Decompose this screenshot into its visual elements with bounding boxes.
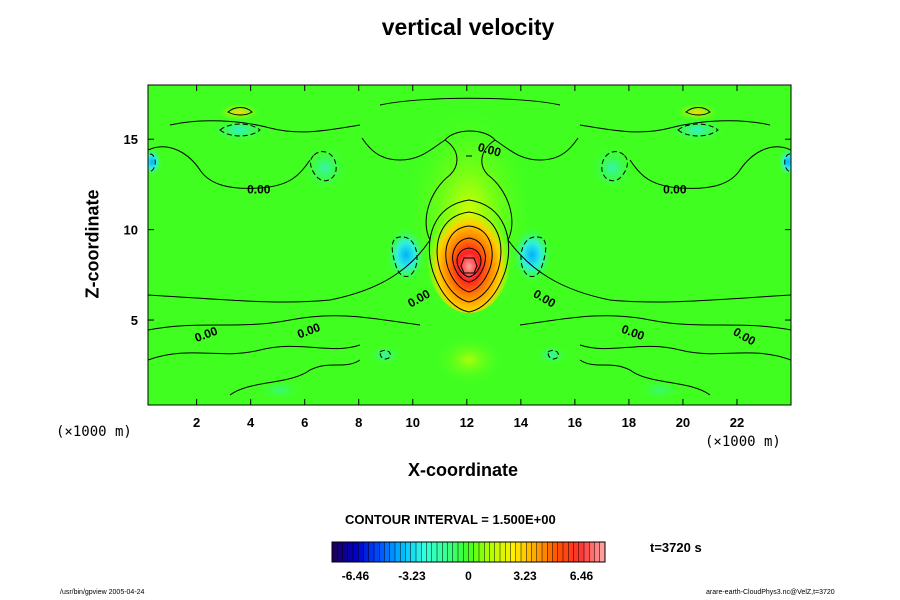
downdraft-left [386,227,426,283]
colorbar-cell [552,542,559,562]
colorbar-cell [494,542,501,562]
colorbar-cell [426,542,433,562]
colorbar-cell [557,542,564,562]
x-tick-label: 16 [568,415,582,430]
colorbar-cell [400,542,406,562]
colorbar-cell [500,542,506,562]
colorbar-cell [536,542,543,562]
colorbar-tick-label: -6.46 [342,569,370,583]
colorbar-cell [395,542,401,562]
colorbar-cell [547,542,553,562]
colorbar: -6.46 -3.23 0 3.23 6.46 [331,541,606,583]
x-axis-title: X-coordinate [408,460,519,480]
y-tick-label: 10 [124,223,138,238]
contour-label: 0.00 [663,182,687,196]
y-axis-title: Z-coordinate [82,189,103,299]
colorbar-tick-label: -3.23 [398,569,426,583]
chart-title: vertical velocity [381,14,555,40]
footer-source: arare-earth-CloudPhys3.nc@VelZ,t=3720 [706,589,835,596]
colorbar-cell [484,542,490,562]
colorbar-cell [452,542,459,562]
colorbar-cell [363,542,370,562]
x-tick-label: 2 [193,415,200,430]
colorbar-cell [389,542,396,562]
downdraft-right [512,227,552,283]
contour-interval-label: CONTOUR INTERVAL = 1.500E+00 [345,512,556,527]
colorbar-cell [489,542,496,562]
x-tick-label: 14 [514,415,529,430]
y-tick-label: 5 [131,313,138,328]
x-tick-label: 6 [301,415,308,430]
x-tick-label: 18 [622,415,636,430]
colorbar-cell [358,542,364,562]
updraft-core [427,197,511,313]
colorbar-cell [584,542,590,562]
colorbar-cell [332,542,338,562]
contour-label: 0.00 [247,182,271,196]
colorbar-cell [337,542,343,562]
colorbar-frame [331,541,606,563]
colorbar-cell [405,542,412,562]
x-tick-label: 4 [247,415,255,430]
colorbar-cell [599,542,606,562]
colorbar-cell [578,542,585,562]
colorbar-cell [374,542,380,562]
x-tick-label: 22 [730,415,744,430]
x-axis: 2 4 6 8 10 12 14 16 18 20 22 [193,85,744,430]
colorbar-cell [379,542,385,562]
colorbar-cell [521,542,527,562]
colorbar-cell [573,542,580,562]
colorbar-cell [442,542,448,562]
colorbar-cell [468,542,475,562]
colorbar-cell [589,542,595,562]
colorbar-cell [384,542,391,562]
colorbar-cell [416,542,422,562]
colorbar-cell [510,542,517,562]
footer-command: /usr/bin/gpview 2005-04-24 [60,589,145,596]
colorbar-cell [568,542,574,562]
colorbar-cell [526,542,532,562]
colorbar-tick-label: 0 [465,569,472,583]
colorbar-cell [463,542,469,562]
y-axis: 5 10 15 [124,132,791,328]
x-tick-label: 20 [676,415,690,430]
plot-frame [147,84,792,406]
colorbar-cell [347,542,354,562]
time-label: t=3720 s [650,540,702,555]
colorbar-cell [594,542,601,562]
x-unit-label-left: (×1000 m) [56,424,132,440]
colorbar-cell [542,542,548,562]
colorbar-cell [342,542,349,562]
colorbar-cell [473,542,480,562]
colorbar-tick-label: 6.46 [570,569,594,583]
colorbar-cell [431,542,438,562]
colorbar-cell [368,542,375,562]
x-tick-label: 12 [460,415,474,430]
colorbar-cell [410,542,417,562]
velocity-field: 0.000.00 0.000.00 0.000.00 0.00 0.00 0.00 [148,85,791,405]
colorbar-cell [421,542,427,562]
colorbar-cell [353,542,359,562]
colorbar-cell [515,542,522,562]
x-tick-label: 10 [406,415,420,430]
colorbar-cell [458,542,464,562]
colorbar-tick-label: 3.23 [513,569,537,583]
x-unit-label-right: (×1000 m) [705,434,781,450]
colorbar-cell [437,542,443,562]
colorbar-cell [531,542,538,562]
y-tick-label: 15 [124,132,138,147]
negative-contours [149,123,791,360]
contour-label: 0.00 [476,140,502,160]
colorbar-cell [505,542,511,562]
colorbar-cell [563,542,569,562]
contour-lines [148,97,791,396]
colorbar-cell [479,542,485,562]
colorbar-cell [447,542,454,562]
x-tick-label: 8 [355,415,362,430]
